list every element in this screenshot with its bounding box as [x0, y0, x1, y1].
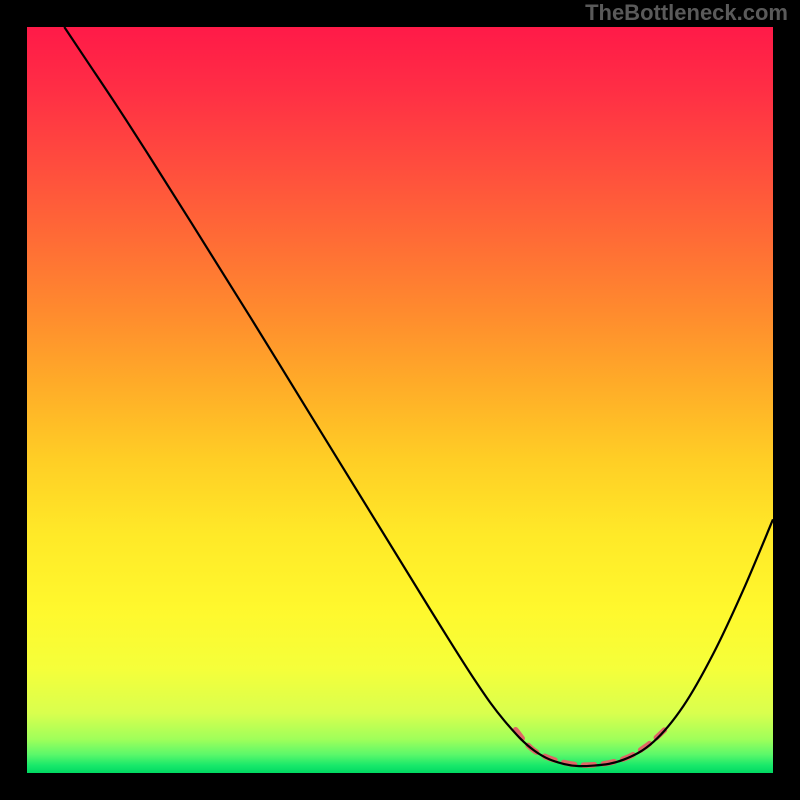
watermark-text: TheBottleneck.com	[585, 0, 788, 26]
chart-plot-area	[27, 27, 773, 773]
chart-svg	[27, 27, 773, 773]
